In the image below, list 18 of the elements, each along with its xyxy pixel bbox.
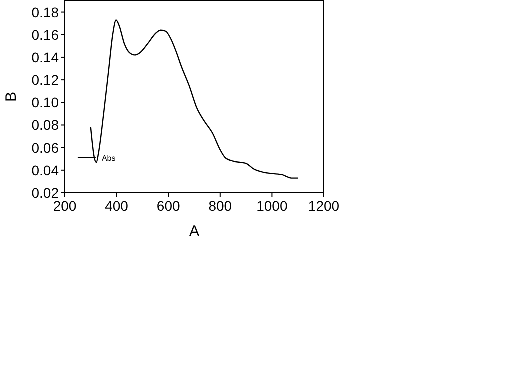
x-tick-label: 1000	[256, 198, 288, 214]
legend-label: Abs	[102, 154, 116, 163]
y-tick-label: 0.10	[32, 94, 60, 111]
y-axis-title: B	[3, 92, 20, 102]
y-tick-label: 0.18	[32, 4, 60, 20]
x-axis-title: A	[189, 223, 200, 240]
x-tick-label: 800	[208, 198, 232, 214]
x-tick-label: 200	[53, 198, 77, 214]
y-tick-label: 0.04	[32, 162, 60, 178]
x-tick-label: 400	[105, 198, 129, 214]
y-tick-label: 0.12	[32, 72, 60, 88]
x-tick-label: 600	[156, 198, 180, 214]
y-tick-label: 0.16	[32, 26, 60, 43]
y-tick-label: 0.06	[32, 140, 60, 156]
x-tick-label: 1200	[308, 198, 340, 214]
y-tick-label: 0.02	[32, 185, 60, 201]
y-tick-label: 0.08	[32, 117, 60, 134]
y-tick-label: 0.14	[32, 49, 60, 66]
